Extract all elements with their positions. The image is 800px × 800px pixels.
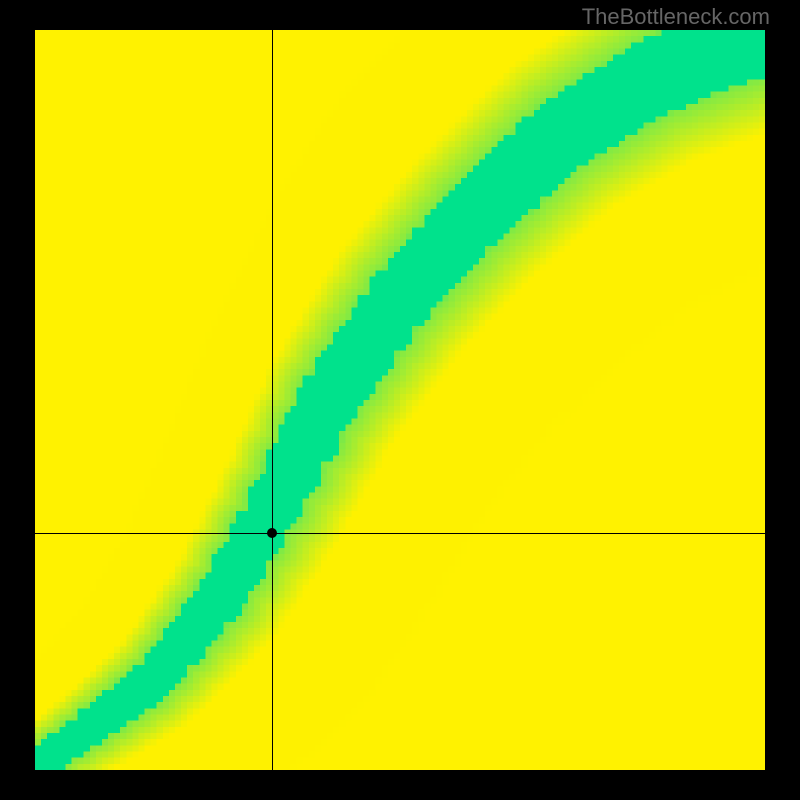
crosshair-vertical (272, 30, 273, 770)
crosshair-horizontal (35, 533, 765, 534)
watermark-text: TheBottleneck.com (582, 4, 770, 30)
bottleneck-heatmap (35, 30, 765, 770)
chart-container: { "canvas": { "width": 800, "height": 80… (0, 0, 800, 800)
